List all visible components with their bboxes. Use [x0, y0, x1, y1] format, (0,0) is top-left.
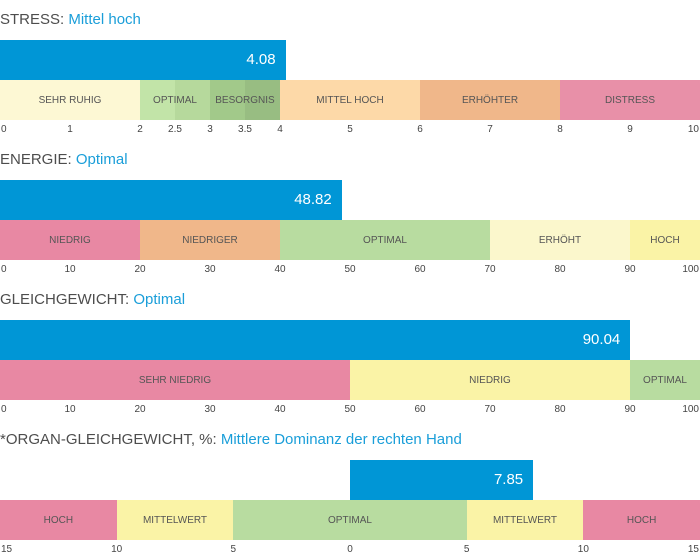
energie-bar-value: 48.82 — [294, 191, 332, 208]
stress-bar-value: 4.08 — [246, 51, 276, 68]
gleichgewicht-tick-label: 20 — [134, 404, 146, 415]
gleichgewicht-tick-label: 0 — [1, 404, 7, 415]
organ-tick-label: 0 — [347, 544, 353, 555]
gleichgewicht-segment-optimal: OPTIMAL — [630, 360, 700, 400]
gleichgewicht-segment-niedrig: NIEDRIG — [350, 360, 630, 400]
energie-segment-niedriger: NIEDRIGER — [140, 220, 280, 260]
stress-tick-label: 6 — [417, 124, 423, 135]
stress-tick-label: 2.5 — [168, 124, 182, 135]
stress-scale-ticks: 0 1 2 2.5 3 3.5 4 5 6 7 8 9 10 — [0, 124, 700, 138]
stress-segment-erhöhter: ERHÖHTER — [420, 80, 560, 120]
gleichgewicht-tick-label: 90 — [624, 404, 636, 415]
energie-tick-label: 40 — [274, 264, 286, 275]
energie-tick-label: 70 — [484, 264, 496, 275]
stress-tick-label: 2 — [137, 124, 143, 135]
gleichgewicht-bar-value: 90.04 — [582, 331, 621, 348]
stress-tick-label: 1 — [67, 124, 73, 135]
gleichgewicht-value-text: Optimal — [133, 291, 186, 308]
stress-scale-band: SEHR RUHIG OPTIMAL BESORGNIS MITTEL HOCH ERH… — [0, 80, 700, 120]
organ-scale-band: HOCH MITTELWERT OPTIMAL MITTELWERT HOCH — [0, 500, 700, 540]
gleichgewicht-scale-band: SEHR NIEDRIG NIEDRIG OPTIMAL — [0, 360, 700, 400]
stress-value-bar: 4.08 — [0, 40, 286, 80]
stress-label: STRESS: — [0, 11, 65, 28]
gleichgewicht-tick-label: 60 — [414, 404, 426, 415]
gleichgewicht-tick-label: 40 — [274, 404, 286, 415]
stress-tick-label: 3.5 — [238, 124, 252, 135]
gleichgewicht-title: GLEICHGEWICHT: Optimal — [0, 291, 185, 308]
energie-tick-label: 10 — [64, 264, 76, 275]
energie-scale-ticks: 0 10 20 30 40 50 60 70 80 90 100 — [0, 264, 700, 278]
stress-tick-label: 10 — [687, 124, 699, 135]
stress-value-text: Mittel hoch — [68, 11, 141, 28]
organ-tick-label: 15 — [687, 544, 699, 555]
stress-tick-label: 5 — [347, 124, 353, 135]
gleichgewicht-tick-label: 10 — [64, 404, 76, 415]
energie-value-bar: 48.82 — [0, 180, 342, 220]
organ-segment-optimal: OPTIMAL — [233, 500, 467, 540]
organ-segment-hoch: HOCH — [0, 500, 117, 540]
organ-value-text: Mittlere Dominanz der rechten Hand — [220, 431, 462, 448]
gleichgewicht-scale-ticks: 0 10 20 30 40 50 60 70 80 90 100 — [0, 404, 700, 418]
energie-segment-optimal: OPTIMAL — [280, 220, 490, 260]
stress-segment-besorgnis: BESORGNIS — [210, 80, 280, 120]
stress-segment-distress: DISTRESS — [560, 80, 700, 120]
organ-segment-mittelwert: MITTELWERT — [466, 500, 584, 540]
energie-tick-label: 60 — [414, 264, 426, 275]
stress-tick-label: 4 — [277, 124, 283, 135]
energie-tick-label: 0 — [1, 264, 7, 275]
energie-tick-label: 90 — [624, 264, 636, 275]
organ-value-bar: 7.85 — [350, 460, 534, 500]
stress-tick-label: 7 — [487, 124, 493, 135]
gleichgewicht-tick-label: 70 — [484, 404, 496, 415]
stress-tick-label: 8 — [557, 124, 563, 135]
organ-label: *ORGAN-GLEICHGEWICHT, %: — [0, 431, 217, 448]
energie-segment-erhöht: ERHÖHT — [490, 220, 630, 260]
gleichgewicht-label: GLEICHGEWICHT: — [0, 291, 130, 308]
stress-tick-label: 0 — [1, 124, 7, 135]
organ-bar-value: 7.85 — [493, 471, 524, 488]
gleichgewicht-tick-label: 50 — [344, 404, 356, 415]
stress-segment-mittel-hoch: MITTEL HOCH — [280, 80, 420, 120]
organ-segment-mittelwert: MITTELWERT — [116, 500, 234, 540]
energie-tick-label: 50 — [344, 264, 356, 275]
stress-tick-label: 3 — [207, 124, 213, 135]
energie-tick-label: 30 — [204, 264, 216, 275]
energie-title: ENERGIE: Optimal — [0, 151, 128, 168]
energie-label: ENERGIE: — [0, 151, 72, 168]
organ-tick-label: 10 — [111, 544, 123, 555]
organ-segment-hoch: HOCH — [583, 500, 700, 540]
stress-segment-optimal: OPTIMAL — [140, 80, 210, 120]
organ-tick-label: 10 — [577, 544, 589, 555]
organ-title: *ORGAN-GLEICHGEWICHT, %: Mittlere Domina… — [0, 431, 462, 448]
energie-value-text: Optimal — [75, 151, 128, 168]
energie-segment-hoch: HOCH — [630, 220, 700, 260]
organ-tick-label: 5 — [463, 544, 470, 555]
gleichgewicht-tick-label: 80 — [554, 404, 566, 415]
stress-segment-sehr-ruhig: SEHR RUHIG — [0, 80, 140, 120]
gleichgewicht-segment-sehr-niedrig: SEHR NIEDRIG — [0, 360, 350, 400]
stress-title: STRESS: Mittel hoch — [0, 11, 141, 28]
energie-tick-label: 20 — [134, 264, 146, 275]
organ-tick-label: 5 — [230, 544, 237, 555]
organ-tick-label: 15 — [1, 544, 13, 555]
gleichgewicht-tick-label: 30 — [204, 404, 216, 415]
stress-tick-label: 9 — [627, 124, 633, 135]
energie-segment-niedrig: NIEDRIG — [0, 220, 140, 260]
gleichgewicht-value-bar: 90.04 — [0, 320, 631, 360]
energie-scale-band: NIEDRIG NIEDRIGER OPTIMAL ERHÖHT HOCH — [0, 220, 700, 260]
energie-tick-label: 100 — [682, 264, 699, 275]
gleichgewicht-tick-label: 100 — [682, 404, 699, 415]
organ-scale-ticks: 15 10 5 0 5 10 15 — [0, 544, 700, 558]
energie-tick-label: 80 — [554, 264, 566, 275]
